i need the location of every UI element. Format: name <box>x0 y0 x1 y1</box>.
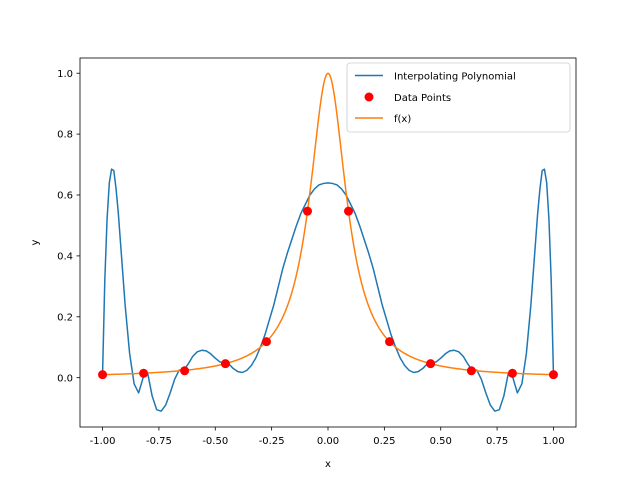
data-point-marker <box>180 366 190 376</box>
data-point-marker <box>344 206 354 216</box>
x-tick-label: -0.75 <box>146 436 172 447</box>
series-line-interpolating-polynomial <box>101 168 555 412</box>
y-axis-ticks: 0.0 0.2 0.4 0.6 0.8 1.0 <box>57 69 80 384</box>
data-point-marker <box>98 370 108 380</box>
x-tick-label: -0.50 <box>202 436 228 447</box>
data-point-marker <box>426 359 436 369</box>
data-point-marker <box>302 206 312 216</box>
x-tick-label: 1.00 <box>542 436 564 447</box>
y-axis-label: y <box>30 239 41 245</box>
y-tick-label: 0.8 <box>57 130 73 141</box>
data-point-marker <box>548 370 558 380</box>
data-point-marker <box>466 366 476 376</box>
series-line-f-x <box>102 72 554 376</box>
y-tick-label: 0.6 <box>57 191 73 202</box>
y-tick-label: 0.2 <box>57 312 73 323</box>
data-point-marker <box>261 337 271 347</box>
data-point-marker <box>507 368 517 378</box>
x-tick-label: 0.50 <box>430 436 452 447</box>
x-tick-label: 0.25 <box>373 436 395 447</box>
x-tick-label: 0.00 <box>317 436 339 447</box>
x-axis-ticks: -1.00 -0.75 -0.50 -0.25 0.00 0.25 0.50 0.75 1.00 <box>90 427 565 447</box>
plot-area <box>98 72 558 412</box>
y-tick-label: 1.0 <box>57 69 73 80</box>
legend-label-interpolating-polynomial: Interpolating Polynomial <box>394 72 516 83</box>
data-point-marker <box>220 359 230 369</box>
legend-label-f-x: f(x) <box>394 114 411 125</box>
y-tick-label: 0.4 <box>57 251 73 262</box>
legend-label-data-points: Data Points <box>394 93 451 104</box>
x-tick-label: -1.00 <box>90 436 116 447</box>
y-tick-label: 0.0 <box>57 373 73 384</box>
legend-swatch-data-points <box>364 92 374 102</box>
data-point-marker <box>385 337 395 347</box>
data-point-marker <box>139 368 149 378</box>
x-axis-label: x <box>325 459 331 470</box>
x-tick-label: 0.75 <box>486 436 508 447</box>
x-tick-label: -0.25 <box>259 436 285 447</box>
legend-box <box>346 62 571 133</box>
legend: Interpolating Polynomial Data Points f(x… <box>346 62 571 133</box>
